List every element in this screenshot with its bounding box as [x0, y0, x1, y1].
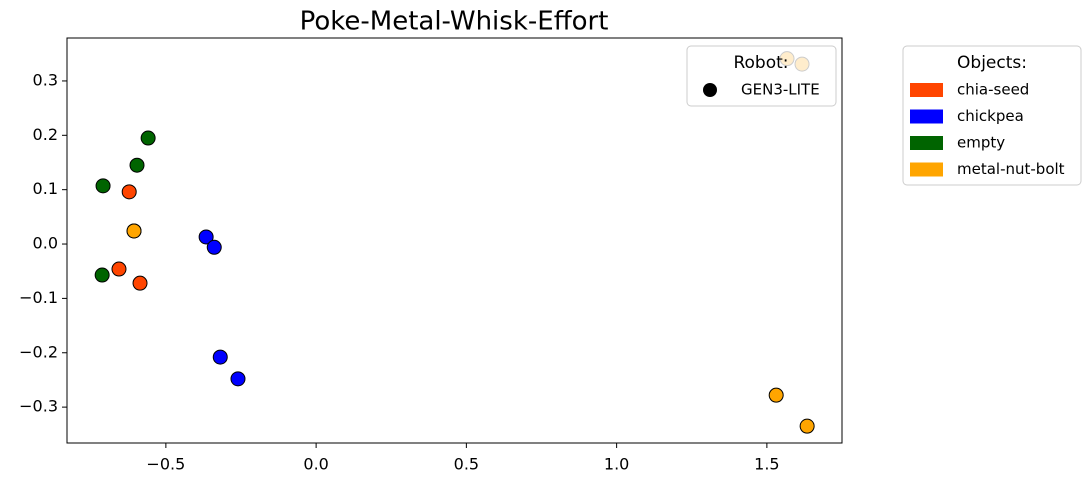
robot-legend-box [686, 45, 837, 107]
point [129, 157, 145, 173]
point [768, 387, 784, 403]
y-tick-label: 0.3 [33, 70, 58, 89]
robot-legend-title: Robot: [733, 53, 788, 73]
y-tick-label: −0.2 [19, 342, 58, 361]
point [126, 223, 142, 239]
y-tick-label: −0.3 [19, 397, 58, 416]
point [212, 349, 228, 365]
legend-swatch [910, 83, 943, 97]
legend-swatch [910, 136, 943, 150]
legend-label: metal-nut-bolt [957, 160, 1065, 178]
y-tick-label: 0.1 [33, 179, 58, 198]
legend-swatch [910, 162, 943, 177]
robot-legend-label: GEN3-LITE [741, 81, 820, 99]
legend-label: chia-seed [957, 81, 1029, 99]
x-tick-label: 0.0 [303, 455, 328, 474]
point [121, 184, 137, 200]
x-tick-label: −0.5 [146, 455, 185, 474]
y-tick-label: 0.2 [33, 125, 58, 144]
objects-legend-title: Objects: [957, 53, 1027, 73]
point [111, 261, 127, 277]
x-tick-label: 1.0 [604, 455, 629, 474]
y-tick-label: 0.0 [33, 234, 58, 253]
point [198, 229, 214, 245]
point [132, 275, 148, 291]
point [140, 130, 156, 146]
legend-swatch [910, 109, 943, 124]
point [230, 371, 246, 387]
legend-label: empty [957, 134, 1005, 152]
x-tick-label: 1.5 [754, 455, 779, 474]
point [95, 178, 111, 194]
objects-legend-box [902, 45, 1082, 186]
plot-frame [66, 37, 843, 444]
point [206, 239, 222, 255]
y-tick-label: −0.1 [19, 288, 58, 307]
point [94, 267, 110, 283]
robot-legend-marker [703, 83, 717, 97]
x-tick-label: 0.5 [454, 455, 479, 474]
legend-label: chickpea [957, 107, 1024, 125]
point [799, 418, 815, 434]
chart-title: Poke-Metal-Whisk-Effort [300, 7, 609, 37]
